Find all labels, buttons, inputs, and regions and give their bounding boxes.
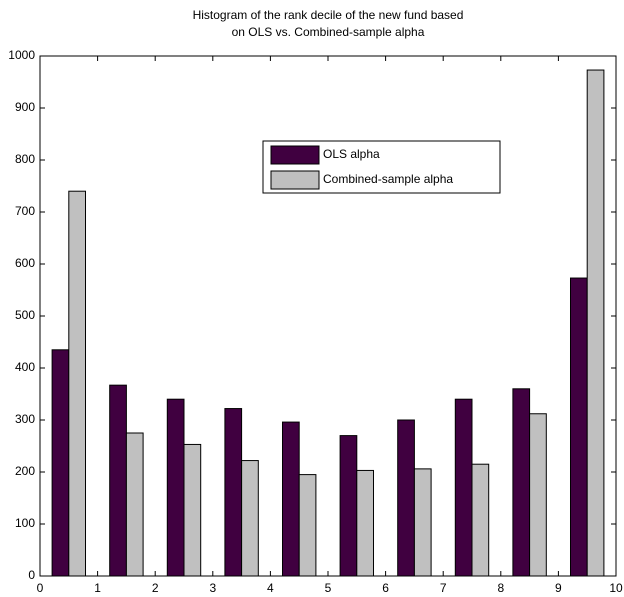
x-tick-label: 4 [267, 581, 274, 595]
chart-title: on OLS vs. Combined-sample alpha [232, 25, 425, 39]
x-tick-label: 2 [152, 581, 159, 595]
x-tick-label: 0 [37, 581, 44, 595]
bar [529, 413, 547, 577]
bar [454, 398, 473, 577]
bar [298, 474, 317, 577]
x-tick-label: 10 [609, 581, 623, 595]
y-tick-label: 200 [15, 464, 35, 478]
y-tick-label: 900 [15, 100, 35, 114]
y-tick-label: 0 [28, 568, 35, 582]
legend-swatch [270, 145, 320, 165]
bar [68, 190, 87, 577]
bar [281, 421, 300, 577]
y-tick-label: 600 [15, 256, 35, 270]
y-tick-label: 700 [15, 204, 35, 218]
x-tick-label: 6 [382, 581, 389, 595]
bar [569, 277, 588, 577]
bar [166, 398, 185, 577]
bar [471, 463, 490, 577]
legend-label: OLS alpha [323, 147, 380, 161]
x-tick-label: 1 [94, 581, 101, 595]
y-tick-label: 800 [15, 152, 35, 166]
x-tick-label: 5 [325, 581, 332, 595]
y-tick-label: 300 [15, 412, 35, 426]
y-tick-label: 100 [15, 516, 35, 530]
x-tick-label: 7 [440, 581, 447, 595]
bar [356, 469, 375, 577]
legend-label: Combined-sample alpha [323, 172, 453, 186]
chart-title: Histogram of the rank decile of the new … [193, 8, 464, 22]
x-tick-label: 9 [555, 581, 562, 595]
y-tick-label: 1000 [8, 48, 35, 62]
bar [397, 419, 415, 577]
bar [586, 69, 605, 577]
y-tick-label: 500 [15, 308, 35, 322]
y-tick-label: 400 [15, 360, 35, 374]
bar [241, 460, 259, 577]
bar [413, 468, 432, 577]
bar [512, 388, 531, 577]
x-tick-label: 3 [209, 581, 216, 595]
legend-swatch [270, 170, 320, 190]
bar [51, 349, 70, 577]
bar [339, 435, 358, 577]
bar [125, 432, 144, 577]
bar [224, 408, 243, 577]
bar [183, 443, 202, 577]
x-tick-label: 8 [497, 581, 504, 595]
bar [109, 384, 127, 577]
